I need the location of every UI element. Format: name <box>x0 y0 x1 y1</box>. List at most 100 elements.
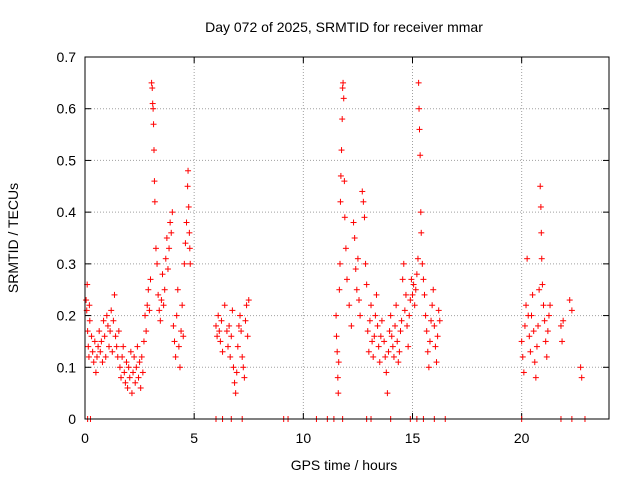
data-point <box>228 333 235 340</box>
data-point <box>360 198 367 205</box>
data-point <box>337 172 344 179</box>
data-point <box>388 333 395 340</box>
data-point <box>420 276 427 283</box>
data-point <box>430 286 437 293</box>
data-point <box>102 353 109 360</box>
y-tick-label: 0.3 <box>57 256 77 272</box>
data-point <box>415 79 422 86</box>
data-point <box>361 214 368 221</box>
data-point <box>418 229 425 236</box>
data-point <box>173 312 180 319</box>
data-point <box>533 343 540 350</box>
data-point <box>146 307 153 314</box>
data-point <box>370 353 377 360</box>
data-point <box>140 338 147 345</box>
data-point <box>171 338 178 345</box>
data-point <box>416 126 423 133</box>
data-point <box>409 291 416 298</box>
data-point <box>429 302 436 309</box>
data-point <box>92 369 99 376</box>
data-point <box>95 343 102 350</box>
data-point <box>90 359 97 366</box>
data-point <box>182 240 189 247</box>
data-point <box>538 255 545 262</box>
data-point <box>108 307 115 314</box>
data-point <box>393 302 400 309</box>
data-point <box>353 286 360 293</box>
data-point <box>425 364 432 371</box>
data-point <box>395 359 402 366</box>
data-point <box>414 255 421 262</box>
data-point <box>410 281 417 288</box>
data-point <box>159 271 166 278</box>
data-point <box>397 328 404 335</box>
data-point <box>142 312 149 319</box>
data-point <box>149 85 156 92</box>
data-point <box>382 353 389 360</box>
data-point <box>416 105 423 112</box>
data-point <box>333 312 340 319</box>
data-point <box>369 338 376 345</box>
data-point <box>520 369 527 376</box>
data-point <box>216 328 223 335</box>
data-point <box>168 229 175 236</box>
data-point <box>106 343 113 350</box>
data-point <box>86 317 93 324</box>
data-point <box>364 328 371 335</box>
data-point <box>541 317 548 324</box>
data-point <box>557 322 564 329</box>
data-point <box>526 333 533 340</box>
data-point <box>167 219 174 226</box>
data-point <box>406 312 413 319</box>
data-point <box>524 255 531 262</box>
data-point <box>408 276 415 283</box>
data-point <box>385 348 392 355</box>
data-point <box>413 271 420 278</box>
data-point <box>398 317 405 324</box>
data-point <box>150 147 157 154</box>
data-point <box>96 328 103 335</box>
data-point <box>426 338 433 345</box>
data-point <box>86 302 93 309</box>
data-point <box>111 291 118 298</box>
data-point <box>133 364 140 371</box>
data-point <box>363 281 370 288</box>
data-point <box>91 338 98 345</box>
data-point <box>384 390 391 397</box>
data-points <box>83 79 588 422</box>
data-point <box>334 374 341 381</box>
data-point <box>374 322 381 329</box>
data-point <box>112 333 119 340</box>
data-point <box>529 291 536 298</box>
data-point <box>568 307 575 314</box>
data-point <box>341 178 348 185</box>
data-point <box>240 364 247 371</box>
data-point <box>235 322 242 329</box>
data-point <box>401 307 408 314</box>
data-point <box>163 235 170 241</box>
data-point <box>542 338 549 345</box>
data-point <box>417 152 424 159</box>
data-point <box>185 203 192 210</box>
data-point <box>244 333 251 340</box>
data-point <box>352 266 359 273</box>
data-point <box>238 328 245 335</box>
data-point <box>378 317 385 324</box>
data-point <box>160 302 167 309</box>
data-point <box>537 203 544 210</box>
data-point <box>366 317 373 324</box>
data-point <box>186 245 193 252</box>
data-point <box>376 359 383 366</box>
data-point <box>532 374 539 381</box>
data-point <box>233 369 240 376</box>
data-point <box>239 353 246 360</box>
data-point <box>226 322 233 329</box>
data-point <box>98 338 105 345</box>
data-point <box>383 369 390 376</box>
data-point <box>518 338 525 345</box>
data-point <box>127 348 134 355</box>
data-point <box>99 359 106 366</box>
data-point <box>344 276 350 283</box>
data-point <box>531 359 538 366</box>
